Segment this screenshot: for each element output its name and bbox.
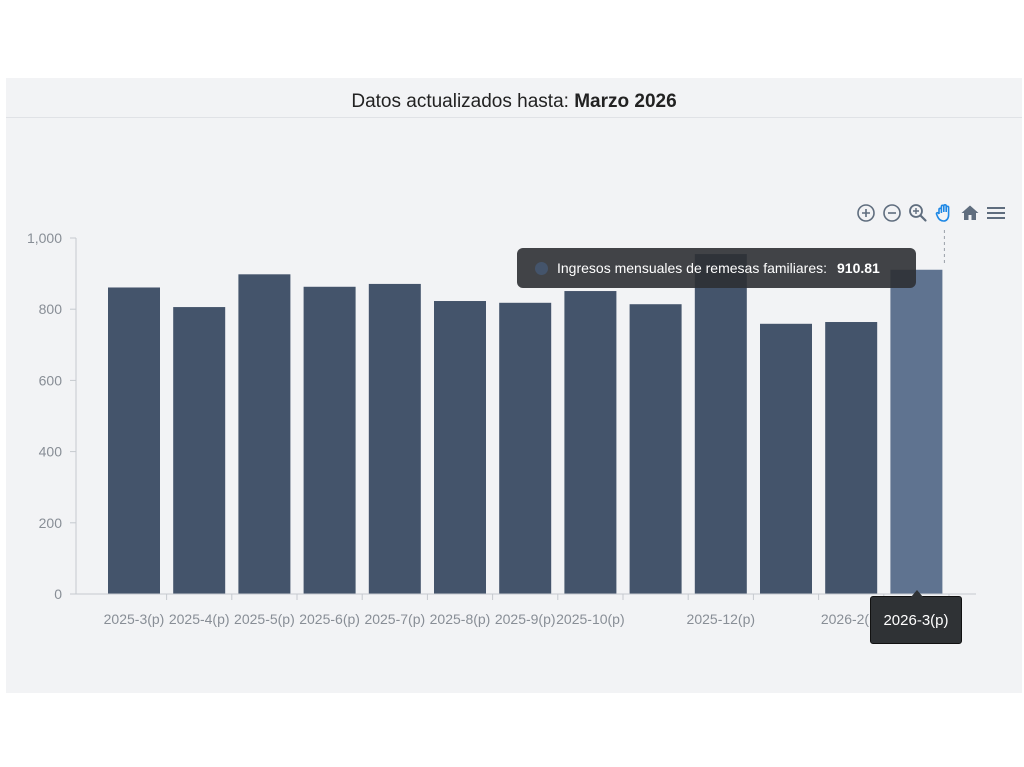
chart-panel: Datos actualizados hasta: Marzo 2026 0 20… bbox=[6, 78, 1022, 693]
updated-value: Marzo 2026 bbox=[574, 91, 677, 112]
tooltip-label: Ingresos mensuales de remesas familiares… bbox=[557, 260, 828, 276]
zoom-out-icon[interactable] bbox=[882, 203, 902, 223]
home-icon[interactable] bbox=[960, 203, 980, 223]
bar[interactable] bbox=[890, 269, 943, 594]
x-tick-label: 2025-6(p) bbox=[299, 611, 360, 627]
y-axis: 0 200 400 600 800 1,000 bbox=[27, 230, 77, 602]
updated-label: Datos actualizados hasta: bbox=[351, 91, 569, 112]
y-tick-label: 400 bbox=[39, 444, 63, 460]
page-title: Datos actualizados hasta: Marzo 2026 bbox=[6, 78, 1022, 118]
x-tick-label: 2025-7(p) bbox=[364, 611, 425, 627]
bar[interactable] bbox=[564, 291, 617, 594]
bar[interactable] bbox=[760, 323, 812, 594]
x-axis: 2025-3(p) 2025-4(p) 2025-5(p) 2025-6(p) 2025… bbox=[76, 593, 976, 627]
x-tick-label: 2025-3(p) bbox=[104, 611, 165, 627]
series-marker bbox=[535, 261, 548, 275]
bar[interactable] bbox=[629, 304, 682, 594]
y-tick-label: 200 bbox=[39, 515, 63, 531]
bar[interactable] bbox=[825, 322, 878, 594]
bar[interactable] bbox=[368, 283, 421, 594]
x-tick-label: 2025-4(p) bbox=[169, 611, 230, 627]
bars-group bbox=[108, 230, 945, 594]
x-tick-label: 2025-9(p) bbox=[495, 611, 556, 627]
x-tick-label: 2026-2(p) bbox=[821, 611, 882, 627]
bar[interactable] bbox=[303, 286, 356, 594]
bar[interactable] bbox=[434, 301, 486, 594]
x-tick-label: 2025-8(p) bbox=[430, 611, 491, 627]
chart-toolbar bbox=[856, 202, 1006, 224]
x-tick-label: 2025-5(p) bbox=[234, 611, 295, 627]
tooltip-value: 910.81 bbox=[837, 260, 880, 276]
y-tick-label: 800 bbox=[39, 301, 63, 317]
x-tick-label: 2025-12(p) bbox=[687, 611, 756, 627]
data-tooltip: Ingresos mensuales de remesas familiares… bbox=[517, 248, 916, 288]
x-tick-label: 2025-10(p) bbox=[556, 611, 625, 627]
y-tick-label: 600 bbox=[39, 372, 63, 388]
y-tick-label: 1,000 bbox=[27, 230, 62, 246]
bar[interactable] bbox=[238, 274, 291, 594]
bar[interactable] bbox=[694, 254, 747, 594]
magnifier-icon[interactable] bbox=[908, 203, 928, 223]
zoom-in-icon[interactable] bbox=[856, 203, 876, 223]
bar[interactable] bbox=[173, 307, 226, 594]
y-tick-label: 0 bbox=[54, 586, 62, 602]
bar[interactable] bbox=[108, 287, 160, 594]
pan-hand-icon[interactable] bbox=[934, 203, 954, 223]
bar[interactable] bbox=[499, 302, 552, 594]
x-axis-tooltip: 2026-3(p) bbox=[870, 590, 962, 644]
menu-icon[interactable] bbox=[986, 203, 1006, 223]
